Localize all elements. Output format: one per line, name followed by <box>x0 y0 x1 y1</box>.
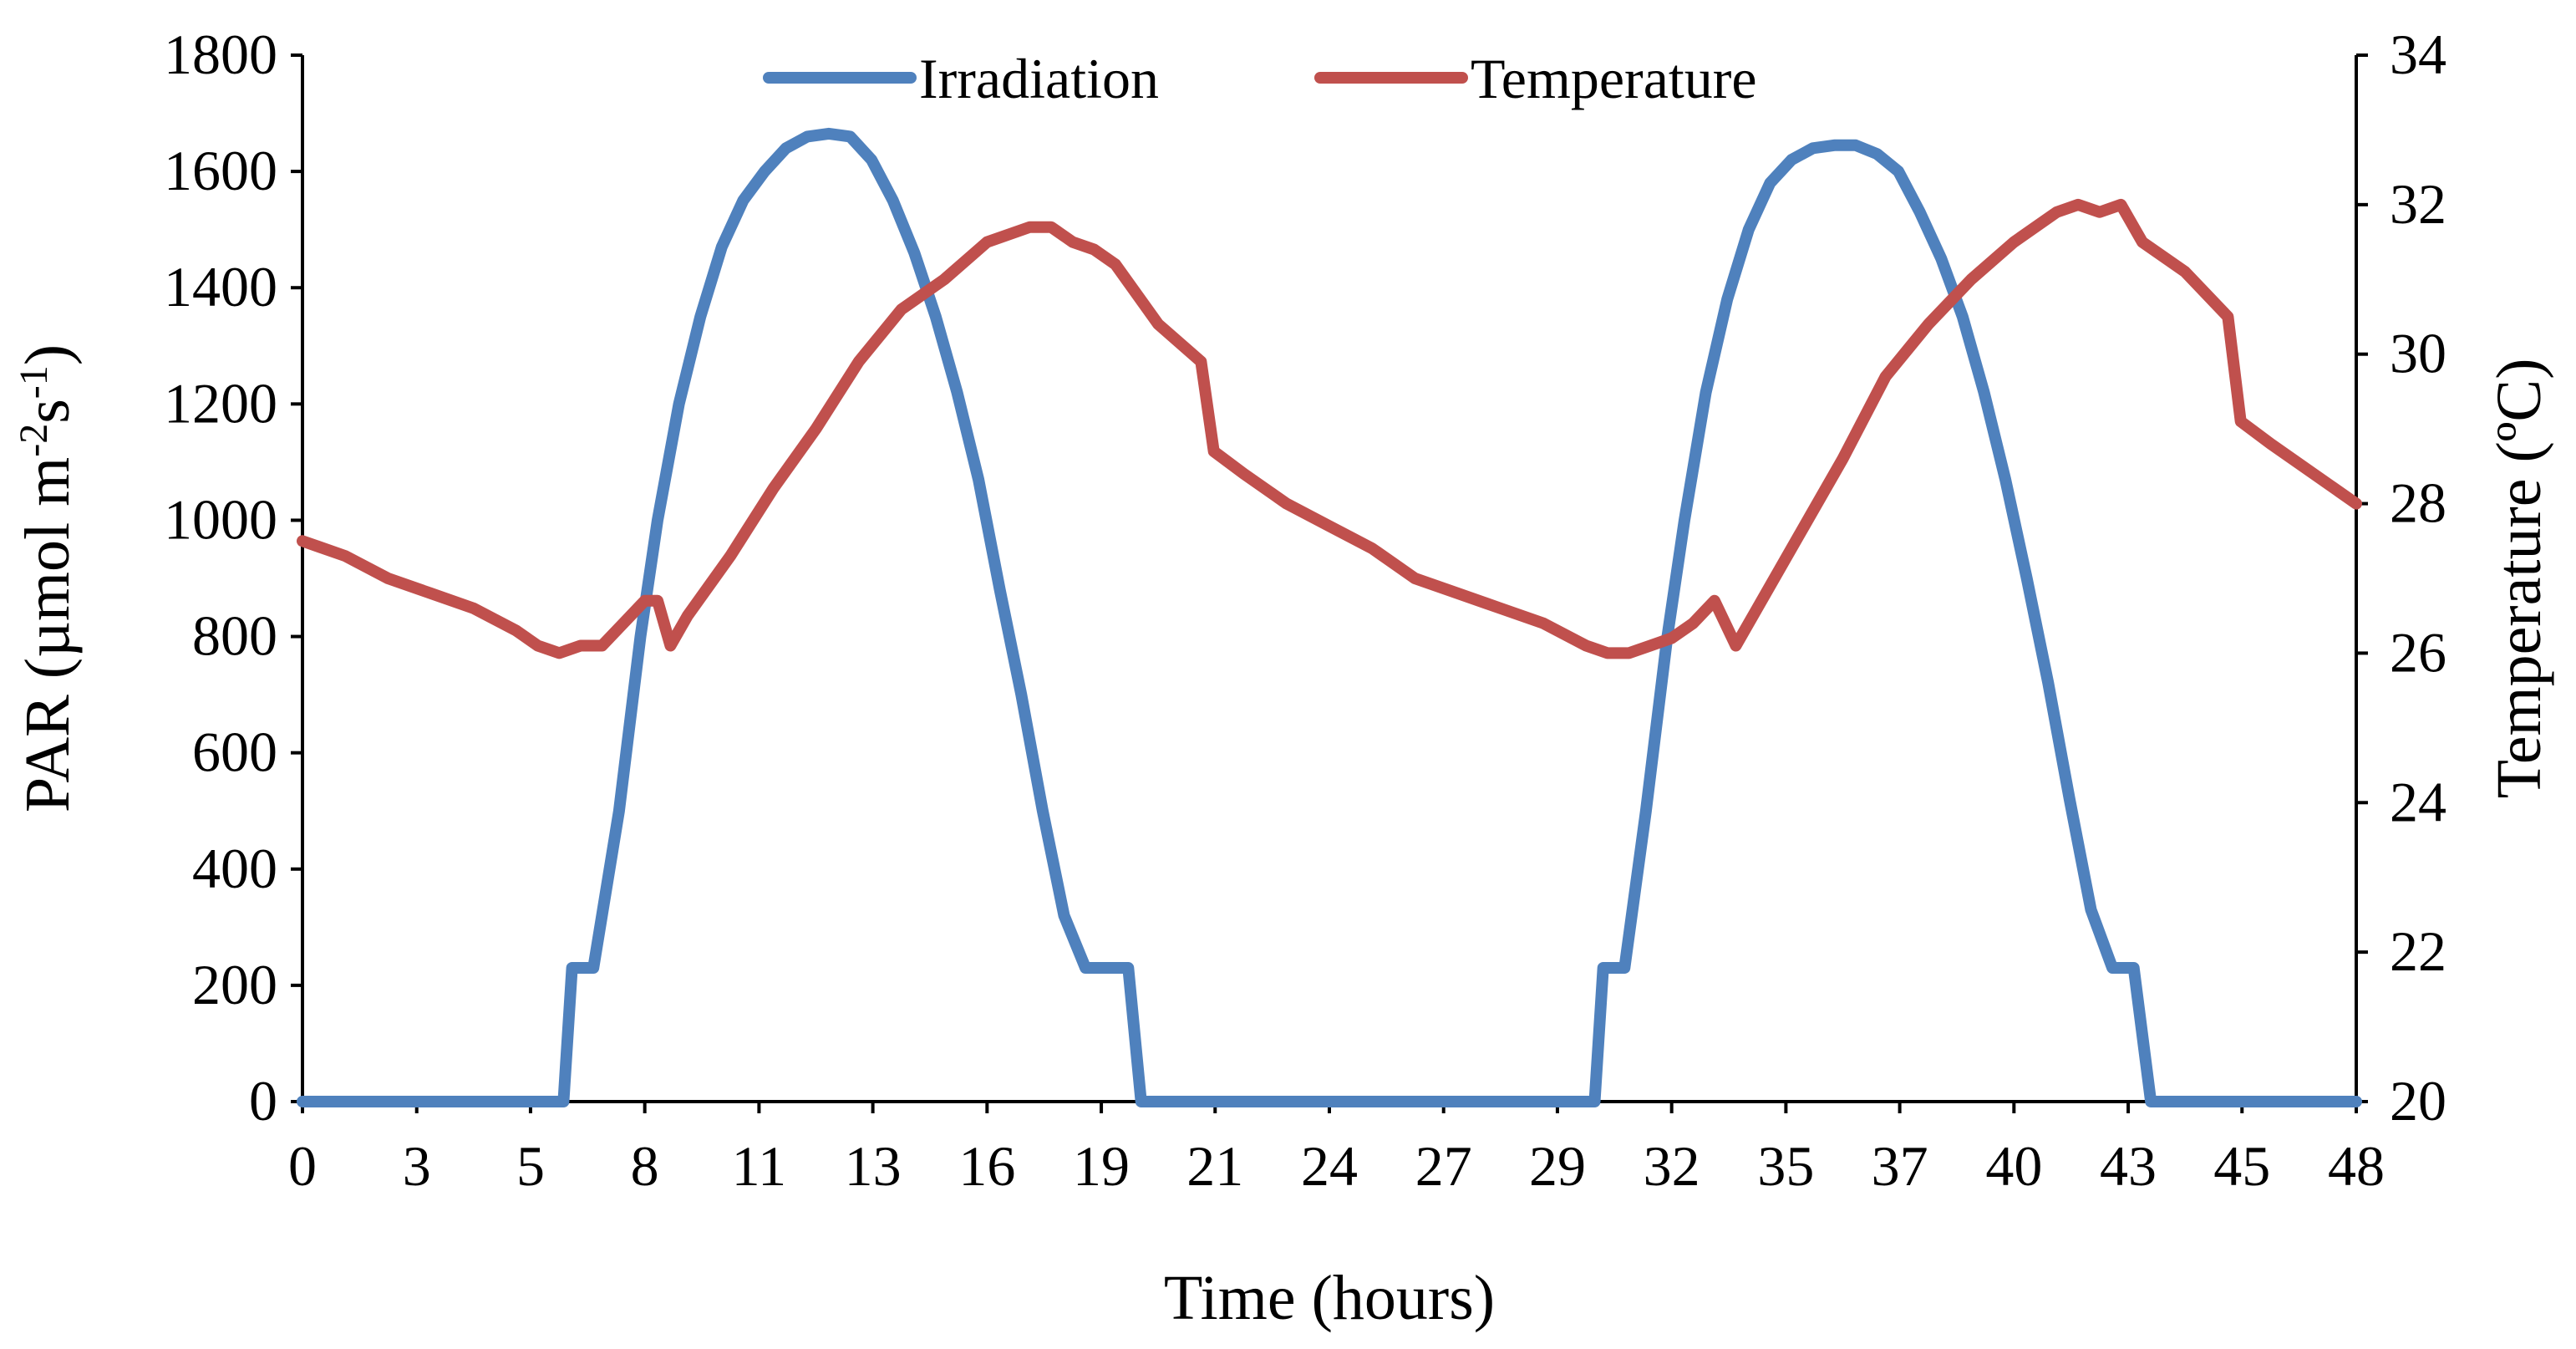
x-tick-label: 48 <box>2328 1134 2385 1198</box>
y-axis-title-prefix: PAR (µmol m <box>13 457 83 812</box>
x-tick-label: 29 <box>1529 1134 1586 1198</box>
y-axis-title-mid: s <box>13 399 83 424</box>
y-axis-title-suffix: ) <box>13 344 83 365</box>
y-tick-label: 600 <box>192 720 277 784</box>
y-tick-label: 1000 <box>164 487 277 551</box>
x-tick-label: 27 <box>1415 1134 1472 1198</box>
x-tick-label: 16 <box>958 1134 1015 1198</box>
x-tick-label: 21 <box>1186 1134 1243 1198</box>
x-tick-label: 40 <box>1985 1134 2042 1198</box>
y-tick-label: 400 <box>192 837 277 900</box>
y2-tick-label: 28 <box>2390 471 2446 535</box>
y-tick-label: 1400 <box>164 255 277 318</box>
x-axis-title: Time (hours) <box>1164 1263 1495 1333</box>
y2-tick-label: 34 <box>2390 23 2446 86</box>
x-tick-label: 19 <box>1073 1134 1130 1198</box>
series-layer <box>297 127 2362 1107</box>
x-tick-label: 24 <box>1301 1134 1358 1198</box>
y-axis-title-sup2: -1 <box>12 365 56 399</box>
y-tick-label: 1200 <box>164 371 277 435</box>
legend-label-irradiation: Irradiation <box>919 47 1159 110</box>
x-tick-label: 35 <box>1757 1134 1814 1198</box>
y-tick-label: 0 <box>249 1069 277 1133</box>
series-line-irradiation <box>297 127 2362 1107</box>
y-tick-label: 200 <box>192 953 277 1016</box>
x-tick-label: 11 <box>732 1134 786 1198</box>
y-tick-label: 1600 <box>164 139 277 202</box>
y-tick-label: 1800 <box>164 23 277 86</box>
legend: Irradiation Temperature <box>763 47 1757 110</box>
x-tick-label: 8 <box>631 1134 659 1198</box>
y2-tick-label: 20 <box>2390 1069 2446 1133</box>
x-tick-label: 5 <box>516 1134 545 1198</box>
y2-tick-label: 32 <box>2390 172 2446 236</box>
x-tick-label: 32 <box>1644 1134 1700 1198</box>
x-tick-label: 3 <box>403 1134 431 1198</box>
y2-tick-label: 26 <box>2390 620 2446 684</box>
y-axis-title-sup1: -2 <box>12 424 56 457</box>
y-axis-title: PAR (µmol m-2s-1) <box>12 344 84 812</box>
y-tick-label: 800 <box>192 604 277 668</box>
series-line-temperature <box>297 198 2362 659</box>
legend-label-temperature: Temperature <box>1471 47 1757 110</box>
x-tick-label: 0 <box>288 1134 317 1198</box>
y2-tick-label: 24 <box>2390 770 2446 833</box>
x-tick-label: 37 <box>1872 1134 1928 1198</box>
y2-tick-label: 30 <box>2390 322 2446 385</box>
x-tick-label: 43 <box>2100 1134 2157 1198</box>
y2-axis-title: Temperature (ºC) <box>2484 359 2554 799</box>
y2-tick-label: 22 <box>2390 919 2446 983</box>
axes-layer: 0200400600800100012001400160018002022242… <box>164 23 2446 1198</box>
x-tick-label: 45 <box>2213 1134 2270 1198</box>
x-tick-label: 13 <box>845 1134 902 1198</box>
